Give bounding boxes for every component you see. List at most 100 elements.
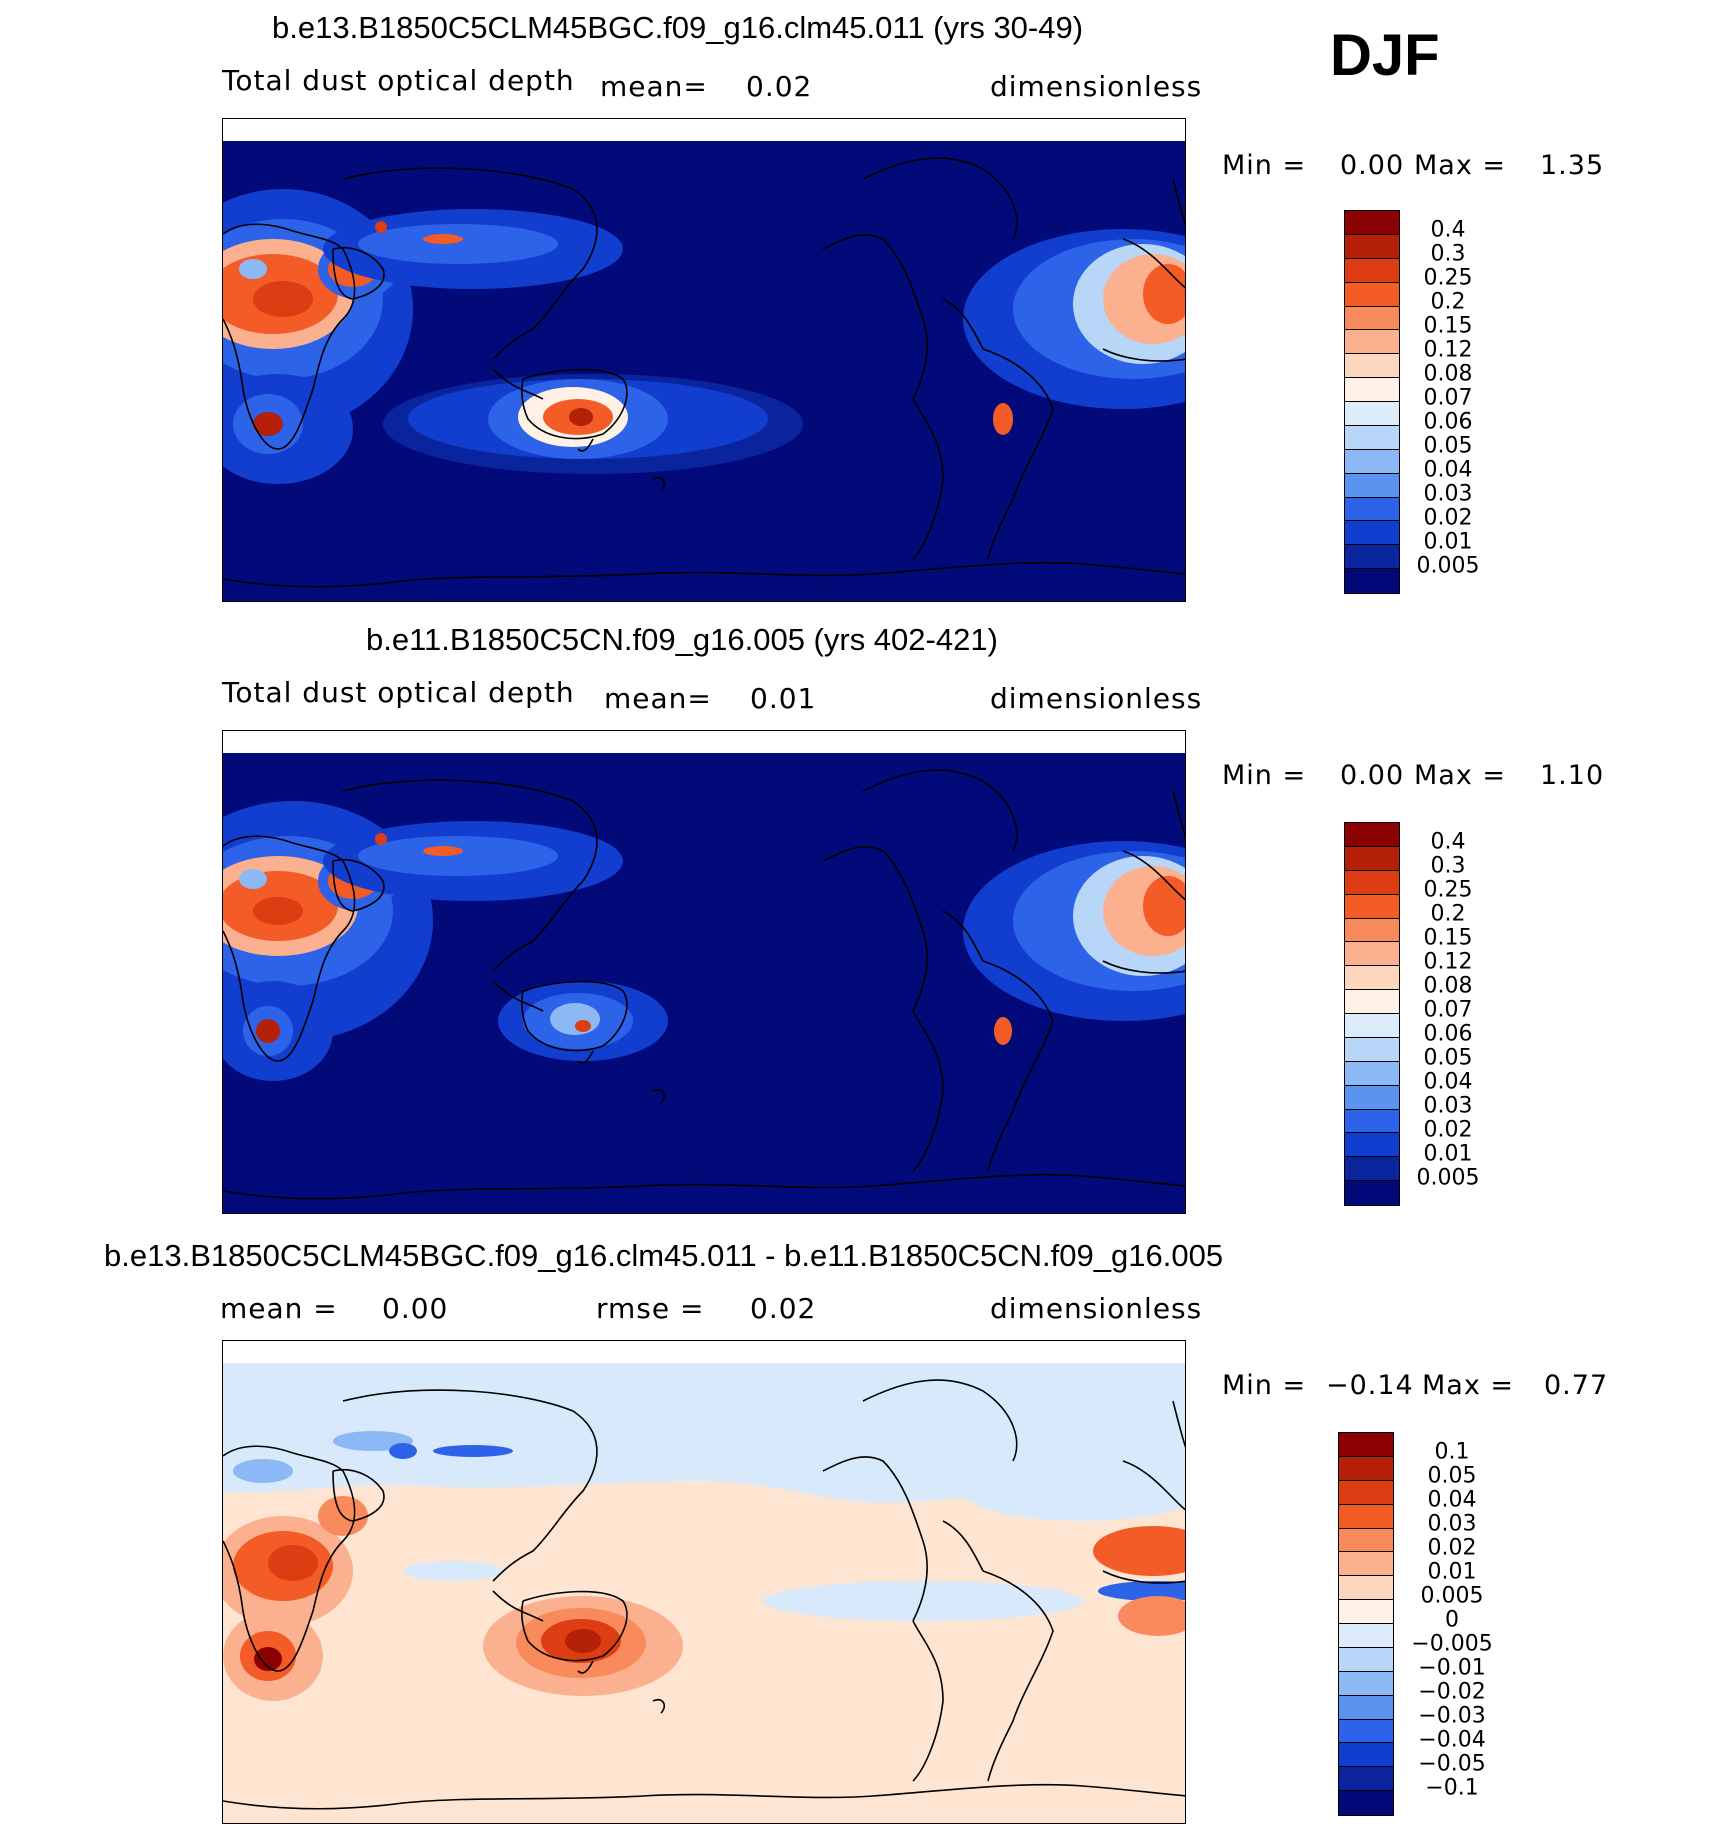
panel-3-map-svg (223, 1341, 1185, 1823)
colorbar-segment (1339, 1552, 1393, 1577)
panel-3-rmse-label: rmse = (596, 1292, 705, 1325)
panel-2-min-label: Min = (1222, 760, 1307, 791)
colorbar-tick-label: −0.03 (1418, 1703, 1486, 1729)
colorbar-tick-label: 0.12 (1423, 949, 1473, 975)
panel-1-mean-value: 0.02 (746, 70, 813, 103)
colorbar-segment (1345, 497, 1399, 522)
panel-1-min-label: Min = (1222, 150, 1307, 181)
panel-1-map-svg (223, 119, 1185, 601)
colorbar-segment (1345, 846, 1399, 871)
colorbar-segment (1339, 1600, 1393, 1624)
panel-3-colorbar (1338, 1432, 1394, 1816)
panel-2-mean-value: 0.01 (750, 682, 817, 715)
panel-2-max-value: 1.10 (1540, 760, 1605, 791)
colorbar-segment (1345, 1061, 1399, 1086)
colorbar-segment (1345, 425, 1399, 450)
colorbar-segment (1345, 473, 1399, 498)
panel-1-colorbar (1344, 210, 1400, 594)
colorbar-tick-label: 0.02 (1423, 1117, 1473, 1143)
colorbar-tick-label: 0.15 (1423, 925, 1473, 951)
colorbar-segment (1345, 569, 1399, 593)
colorbar-segment (1345, 918, 1399, 943)
colorbar-tick-label: 0.02 (1427, 1535, 1477, 1561)
colorbar-tick-label: 0.3 (1430, 853, 1466, 879)
colorbar-tick-label: 0 (1445, 1607, 1459, 1633)
colorbar-tick-label: 0.005 (1416, 553, 1480, 579)
colorbar-tick-label: −0.1 (1425, 1775, 1479, 1801)
colorbar-segment (1345, 942, 1399, 967)
colorbar-segment (1345, 1157, 1399, 1182)
colorbar-tick-label: 0.25 (1423, 265, 1473, 291)
colorbar-segment (1339, 1743, 1393, 1768)
colorbar-tick-label: 0.04 (1423, 457, 1473, 483)
colorbar-tick-label: 0.08 (1423, 973, 1473, 999)
colorbar-tick-label: 0.07 (1423, 997, 1473, 1023)
colorbar-segment (1345, 402, 1399, 426)
panel-1-title: b.e13.B1850C5CLM45BGC.f09_g16.clm45.011 … (272, 10, 1084, 45)
colorbar-segment (1345, 1037, 1399, 1062)
colorbar-tick-label: 0.04 (1423, 1069, 1473, 1095)
colorbar-segment (1345, 354, 1399, 379)
colorbar-tick-label: −0.04 (1418, 1727, 1486, 1753)
panel-3-min-value: −0.14 (1326, 1370, 1414, 1401)
panel-1-min-value: 0.00 (1340, 150, 1405, 181)
panel-1-units: dimensionless (990, 70, 1203, 103)
colorbar-segment (1345, 990, 1399, 1014)
panel-3-rmse-value: 0.02 (750, 1292, 817, 1325)
colorbar-tick-label: 0.2 (1430, 901, 1466, 927)
panel-2-units: dimensionless (990, 682, 1203, 715)
colorbar-tick-label: 0.04 (1427, 1487, 1477, 1513)
panel-2-max-label: Max = (1414, 760, 1507, 791)
colorbar-tick-label: 0.08 (1423, 361, 1473, 387)
colorbar-tick-label: −0.02 (1418, 1679, 1486, 1705)
colorbar-tick-label: 0.03 (1423, 481, 1473, 507)
colorbar-tick-label: 0.15 (1423, 313, 1473, 339)
panel-2-min-value: 0.00 (1340, 760, 1405, 791)
colorbar-segment (1345, 330, 1399, 355)
panel-3-map (222, 1340, 1186, 1824)
panel-3-mean-value: 0.00 (382, 1292, 449, 1325)
colorbar-segment (1345, 521, 1399, 546)
panel-1-mean-label: mean= (600, 70, 708, 103)
colorbar-segment (1345, 449, 1399, 474)
colorbar-tick-label: 0.01 (1427, 1559, 1477, 1585)
colorbar-tick-label: 0.05 (1423, 433, 1473, 459)
colorbar-tick-label: 0.12 (1423, 337, 1473, 363)
colorbar-segment (1345, 1181, 1399, 1205)
colorbar-segment (1339, 1671, 1393, 1696)
colorbar-segment (1339, 1791, 1393, 1815)
colorbar-tick-label: 0.4 (1430, 217, 1466, 243)
colorbar-segment (1339, 1480, 1393, 1505)
panel-2-map (222, 730, 1186, 1214)
colorbar-segment (1345, 234, 1399, 259)
colorbar-tick-label: 0.005 (1416, 1165, 1480, 1191)
colorbar-segment (1345, 1109, 1399, 1134)
season-label: DJF (1330, 23, 1440, 88)
colorbar-segment (1339, 1719, 1393, 1744)
panel-1-max-value: 1.35 (1540, 150, 1605, 181)
colorbar-tick-label: 0.06 (1423, 1021, 1473, 1047)
colorbar-tick-label: −0.005 (1411, 1631, 1493, 1657)
colorbar-segment (1345, 211, 1399, 235)
colorbar-segment (1345, 378, 1399, 402)
colorbar-tick-label: 0.03 (1423, 1093, 1473, 1119)
colorbar-segment (1339, 1767, 1393, 1792)
colorbar-segment (1345, 870, 1399, 895)
colorbar-tick-label: 0.05 (1423, 1045, 1473, 1071)
colorbar-tick-label: 0.1 (1434, 1439, 1470, 1465)
colorbar-segment (1345, 894, 1399, 919)
colorbar-segment (1345, 545, 1399, 570)
panel-3-max-value: 0.77 (1544, 1370, 1609, 1401)
panel-1-map (222, 118, 1186, 602)
colorbar-segment (1345, 258, 1399, 283)
colorbar-segment (1345, 823, 1399, 847)
colorbar-segment (1345, 1014, 1399, 1038)
colorbar-segment (1339, 1456, 1393, 1481)
colorbar-segment (1345, 966, 1399, 991)
colorbar-segment (1345, 282, 1399, 307)
colorbar-segment (1345, 1085, 1399, 1110)
panel-1-max-label: Max = (1414, 150, 1507, 181)
colorbar-tick-label: −0.05 (1418, 1751, 1486, 1777)
colorbar-segment (1339, 1528, 1393, 1553)
panel-2-mean-label: mean= (604, 682, 712, 715)
